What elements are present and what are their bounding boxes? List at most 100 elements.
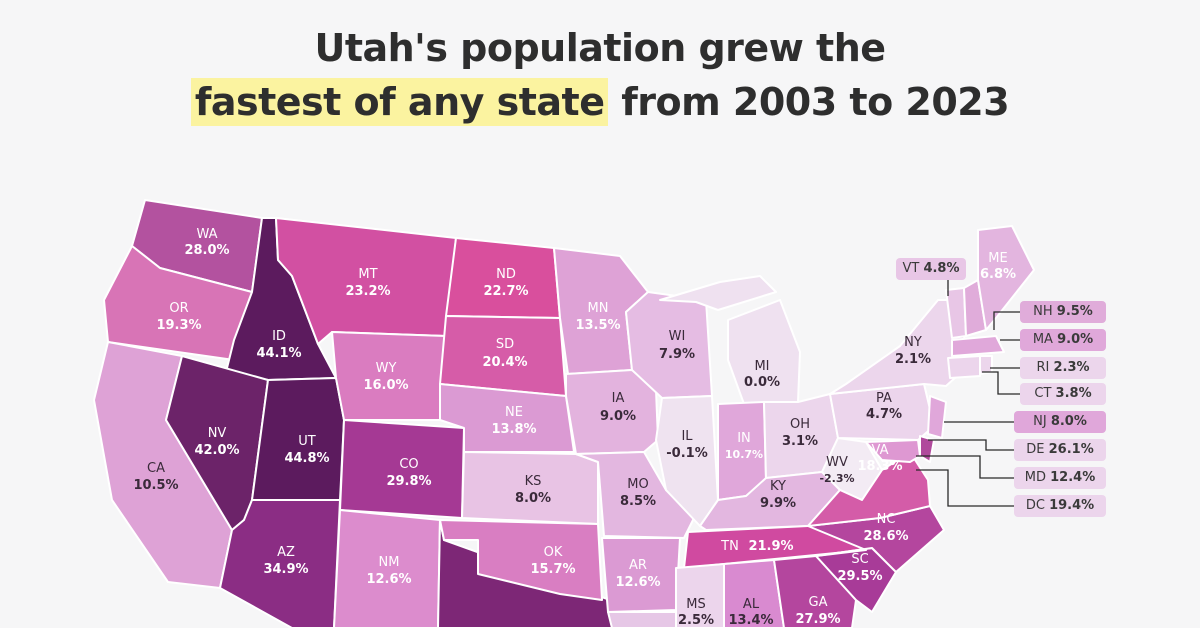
- label-WY-value: 16.0%: [363, 378, 408, 393]
- tag-RI-value: 2.3%: [1053, 360, 1090, 375]
- label-IN-value: 10.7%: [725, 448, 763, 461]
- label-WI-abbr: WI: [669, 329, 686, 344]
- tag-RI: RI 2.3%: [1020, 357, 1106, 379]
- title-highlight: fastest of any state: [190, 78, 609, 126]
- tag-DE-value: 26.1%: [1048, 442, 1094, 457]
- label-UT-value: 44.8%: [284, 451, 329, 466]
- label-OK-value: 15.7%: [530, 562, 575, 577]
- label-NV-value: 42.0%: [194, 443, 239, 458]
- tag-MD-abbr: MD: [1024, 470, 1046, 485]
- label-MO-abbr: MO: [627, 477, 648, 492]
- label-ID-value: 44.1%: [256, 346, 301, 361]
- label-TN-value: 21.9%: [748, 539, 793, 554]
- leader-lines: [916, 280, 1020, 507]
- tag-NH-value: 9.5%: [1056, 304, 1093, 319]
- state-WY: [331, 331, 447, 421]
- state-ME: [977, 225, 1035, 331]
- label-TN-abbr: TN: [720, 539, 739, 554]
- tag-VT-abbr: VT: [902, 261, 920, 276]
- label-SD-value: 20.4%: [482, 355, 527, 370]
- label-SD-abbr: SD: [496, 337, 514, 352]
- tag-DC: DC 19.4%: [1014, 495, 1106, 517]
- tag-NJ: NJ 8.0%: [1014, 411, 1106, 433]
- tag-MD-value: 12.4%: [1050, 470, 1096, 485]
- state-LA: [607, 611, 681, 628]
- state-VA: [807, 451, 931, 527]
- tag-CT-abbr: CT: [1034, 386, 1052, 401]
- tag-DC-value: 19.4%: [1049, 498, 1095, 513]
- label-NM-abbr: NM: [379, 555, 400, 570]
- tag-MA: MA 9.0%: [1020, 329, 1106, 351]
- label-ME-abbr: ME: [988, 251, 1007, 266]
- label-AR-abbr: AR: [629, 558, 647, 573]
- state-MS: [675, 563, 725, 628]
- label-AR-value: 12.6%: [615, 575, 660, 590]
- label-OR-value: 19.3%: [156, 318, 201, 333]
- label-NC-value: 28.6%: [863, 529, 908, 544]
- label-ND-value: 22.7%: [483, 284, 528, 299]
- label-SC-value: 29.5%: [837, 569, 882, 584]
- label-AZ-abbr: AZ: [277, 545, 295, 560]
- tag-DC-abbr: DC: [1025, 498, 1045, 513]
- tag-NJ-abbr: NJ: [1033, 414, 1047, 429]
- label-GA-abbr: GA: [809, 595, 828, 610]
- label-AL-value: 13.4%: [728, 613, 773, 628]
- state-NJ: [927, 395, 947, 439]
- title-line-1: Utah's population grew the: [314, 26, 886, 70]
- state-NM: [333, 509, 441, 628]
- label-PA-value: 4.7%: [866, 407, 902, 422]
- tag-CT: CT 3.8%: [1020, 383, 1106, 405]
- label-NE-value: 13.8%: [491, 422, 536, 437]
- state-AL: [723, 559, 785, 628]
- state-MI-UP: [659, 275, 777, 311]
- tag-DE-abbr: DE: [1026, 442, 1045, 457]
- label-CO-value: 29.8%: [386, 474, 431, 489]
- label-GA-value: 27.9%: [795, 612, 840, 627]
- label-NC-abbr: NC: [877, 512, 896, 527]
- label-IA-abbr: IA: [612, 391, 625, 406]
- label-WA-abbr: WA: [196, 227, 217, 242]
- label-SC-abbr: SC: [851, 552, 868, 567]
- tag-DE: DE 26.1%: [1014, 439, 1106, 461]
- label-MN-value: 13.5%: [575, 318, 620, 333]
- label-ND-abbr: ND: [496, 267, 516, 282]
- label-CO-abbr: CO: [399, 457, 418, 472]
- tag-NH-abbr: NH: [1033, 304, 1053, 319]
- label-IL-abbr: IL: [681, 429, 693, 444]
- label-VA-value: 18.3%: [857, 459, 902, 474]
- state-NY: [829, 299, 967, 395]
- label-MN-abbr: MN: [588, 301, 609, 316]
- label-WV-value: -2.3%: [819, 472, 854, 485]
- label-CA-value: 10.5%: [133, 478, 178, 493]
- label-OH-value: 3.1%: [782, 434, 818, 449]
- label-KY-value: 9.9%: [760, 496, 796, 511]
- state-MD: [865, 439, 921, 463]
- label-IN-abbr: IN: [737, 431, 751, 446]
- label-AZ-value: 34.9%: [263, 562, 308, 577]
- label-VA-abbr: VA: [872, 443, 889, 458]
- label-NM-value: 12.6%: [366, 572, 411, 587]
- label-KS-value: 8.0%: [515, 491, 551, 506]
- state-GA: [773, 555, 857, 628]
- label-NY-value: 2.1%: [895, 352, 931, 367]
- tag-NJ-value: 8.0%: [1050, 414, 1087, 429]
- state-CT: [947, 355, 981, 379]
- label-MI-value: 0.0%: [744, 375, 780, 390]
- tag-MA-abbr: MA: [1032, 332, 1053, 347]
- label-KY-abbr: KY: [770, 479, 786, 494]
- label-PA-abbr: PA: [876, 391, 892, 406]
- label-IL-value: -0.1%: [666, 446, 707, 461]
- label-MS-abbr: MS: [686, 597, 705, 612]
- label-WY-abbr: WY: [376, 361, 397, 376]
- label-MT-abbr: MT: [358, 267, 377, 282]
- tag-NH: NH 9.5%: [1020, 301, 1106, 323]
- state-KS: [461, 451, 599, 525]
- label-KS-abbr: KS: [525, 474, 542, 489]
- state-MA: [951, 335, 1005, 357]
- label-CA-abbr: CA: [147, 461, 165, 476]
- title-line-2-rest: from 2003 to 2023: [608, 80, 1010, 124]
- label-AL-abbr: AL: [743, 597, 760, 612]
- title-line-2: fastest of any state from 2003 to 2023: [0, 78, 1200, 126]
- label-OH-abbr: OH: [790, 417, 810, 432]
